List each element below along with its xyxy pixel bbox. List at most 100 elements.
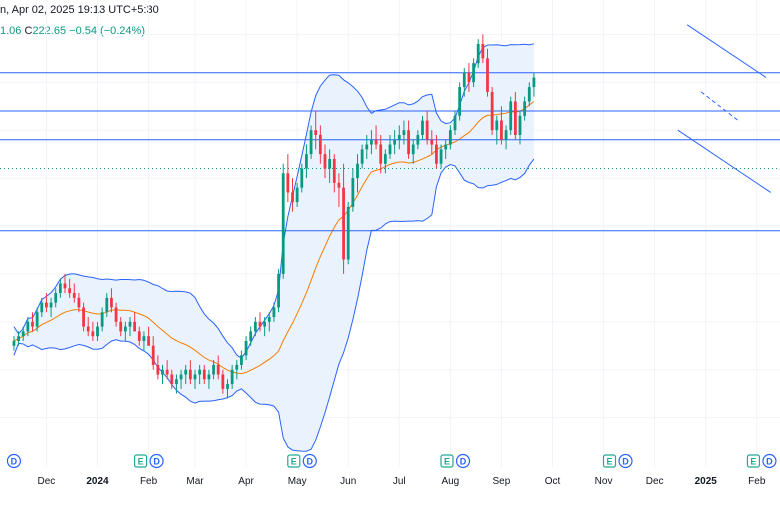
candle-body [370, 139, 373, 145]
candle [244, 336, 248, 361]
candle-body [216, 364, 220, 375]
candle [119, 317, 123, 337]
candle-body [495, 120, 499, 131]
candle-body [244, 340, 248, 356]
x-tick-label: Dec [646, 476, 664, 487]
candle-body [35, 312, 39, 327]
candle [458, 82, 462, 121]
candle [462, 67, 466, 97]
candle [323, 144, 327, 179]
dividend-badge: D [762, 453, 777, 469]
candle-body [249, 331, 253, 341]
candle-body [328, 158, 332, 169]
grid [0, 0, 780, 467]
candle [253, 317, 257, 337]
candle [258, 312, 262, 332]
candle-body [383, 154, 387, 164]
candle-body [202, 369, 206, 380]
badge-letter: E [750, 457, 756, 467]
dividend-badge-shape [6, 453, 22, 469]
candle-body [513, 101, 517, 135]
candle [360, 144, 364, 169]
candle-body [397, 134, 401, 140]
candle-body [26, 321, 30, 332]
candle [68, 278, 72, 298]
earnings-badge: E [602, 454, 617, 468]
candle [17, 331, 20, 346]
candle-body [258, 321, 262, 327]
candle [495, 115, 499, 145]
candle [235, 360, 239, 380]
candle [467, 63, 471, 92]
candle-body [72, 293, 76, 298]
candle-body [165, 369, 169, 375]
candle-body [198, 369, 202, 375]
candle [439, 144, 443, 169]
badge-letter: D [11, 457, 18, 467]
badge-letter: D [622, 457, 629, 467]
candle-body [444, 144, 448, 150]
candle [45, 293, 48, 313]
candle [151, 336, 155, 370]
candle [184, 364, 188, 385]
candle [133, 312, 137, 332]
earnings-badge: E [287, 454, 301, 468]
candle-body [323, 154, 327, 169]
candle [523, 96, 527, 121]
candle [314, 111, 318, 150]
candle [91, 321, 95, 341]
candle [12, 336, 16, 351]
earnings-badge: E [440, 454, 454, 468]
candle [35, 307, 39, 332]
candle-body [416, 134, 420, 145]
candle [193, 369, 197, 389]
close-key: C [24, 25, 33, 37]
candle-body [86, 326, 90, 332]
candle-body [286, 173, 290, 193]
dividend-badge: D [618, 453, 633, 469]
candle [476, 39, 480, 68]
candle [351, 168, 355, 212]
candle [383, 149, 387, 174]
candle [207, 369, 211, 389]
band-fill [13, 43, 534, 452]
candle-body [291, 192, 294, 203]
candle-body [305, 154, 308, 169]
badge-letter: D [153, 457, 160, 467]
candle [21, 326, 25, 341]
candle-body [453, 115, 457, 131]
candle [393, 130, 397, 155]
candle-body [119, 321, 123, 332]
candle-body [123, 326, 127, 332]
x-tick-label: Jul [393, 476, 406, 487]
candle [374, 125, 378, 150]
candle-body [402, 130, 406, 135]
candle-body [110, 297, 113, 308]
dividend-badge: D [302, 453, 317, 469]
candle [272, 302, 276, 322]
candle [388, 134, 392, 159]
candle [416, 130, 420, 150]
candle-body [45, 302, 48, 308]
candle-body [281, 173, 285, 274]
candle-body [458, 87, 462, 116]
candle [281, 163, 285, 279]
x-tick-label: Jun [340, 476, 356, 487]
candle-body [300, 168, 304, 188]
candle-body [481, 43, 485, 59]
trend-line [700, 91, 739, 122]
candle-body [509, 101, 513, 131]
candle [448, 125, 452, 150]
candle [82, 302, 85, 332]
candle-body [393, 139, 397, 145]
dividend-badge-shape [149, 453, 164, 469]
trend-line [686, 24, 767, 78]
candle-body [226, 384, 229, 389]
candle-body [295, 187, 299, 203]
x-tick-label: Dec [38, 476, 56, 487]
badge-letter: E [138, 457, 144, 467]
bollinger-bands [13, 43, 535, 452]
candle [370, 130, 373, 155]
candle [221, 369, 225, 394]
